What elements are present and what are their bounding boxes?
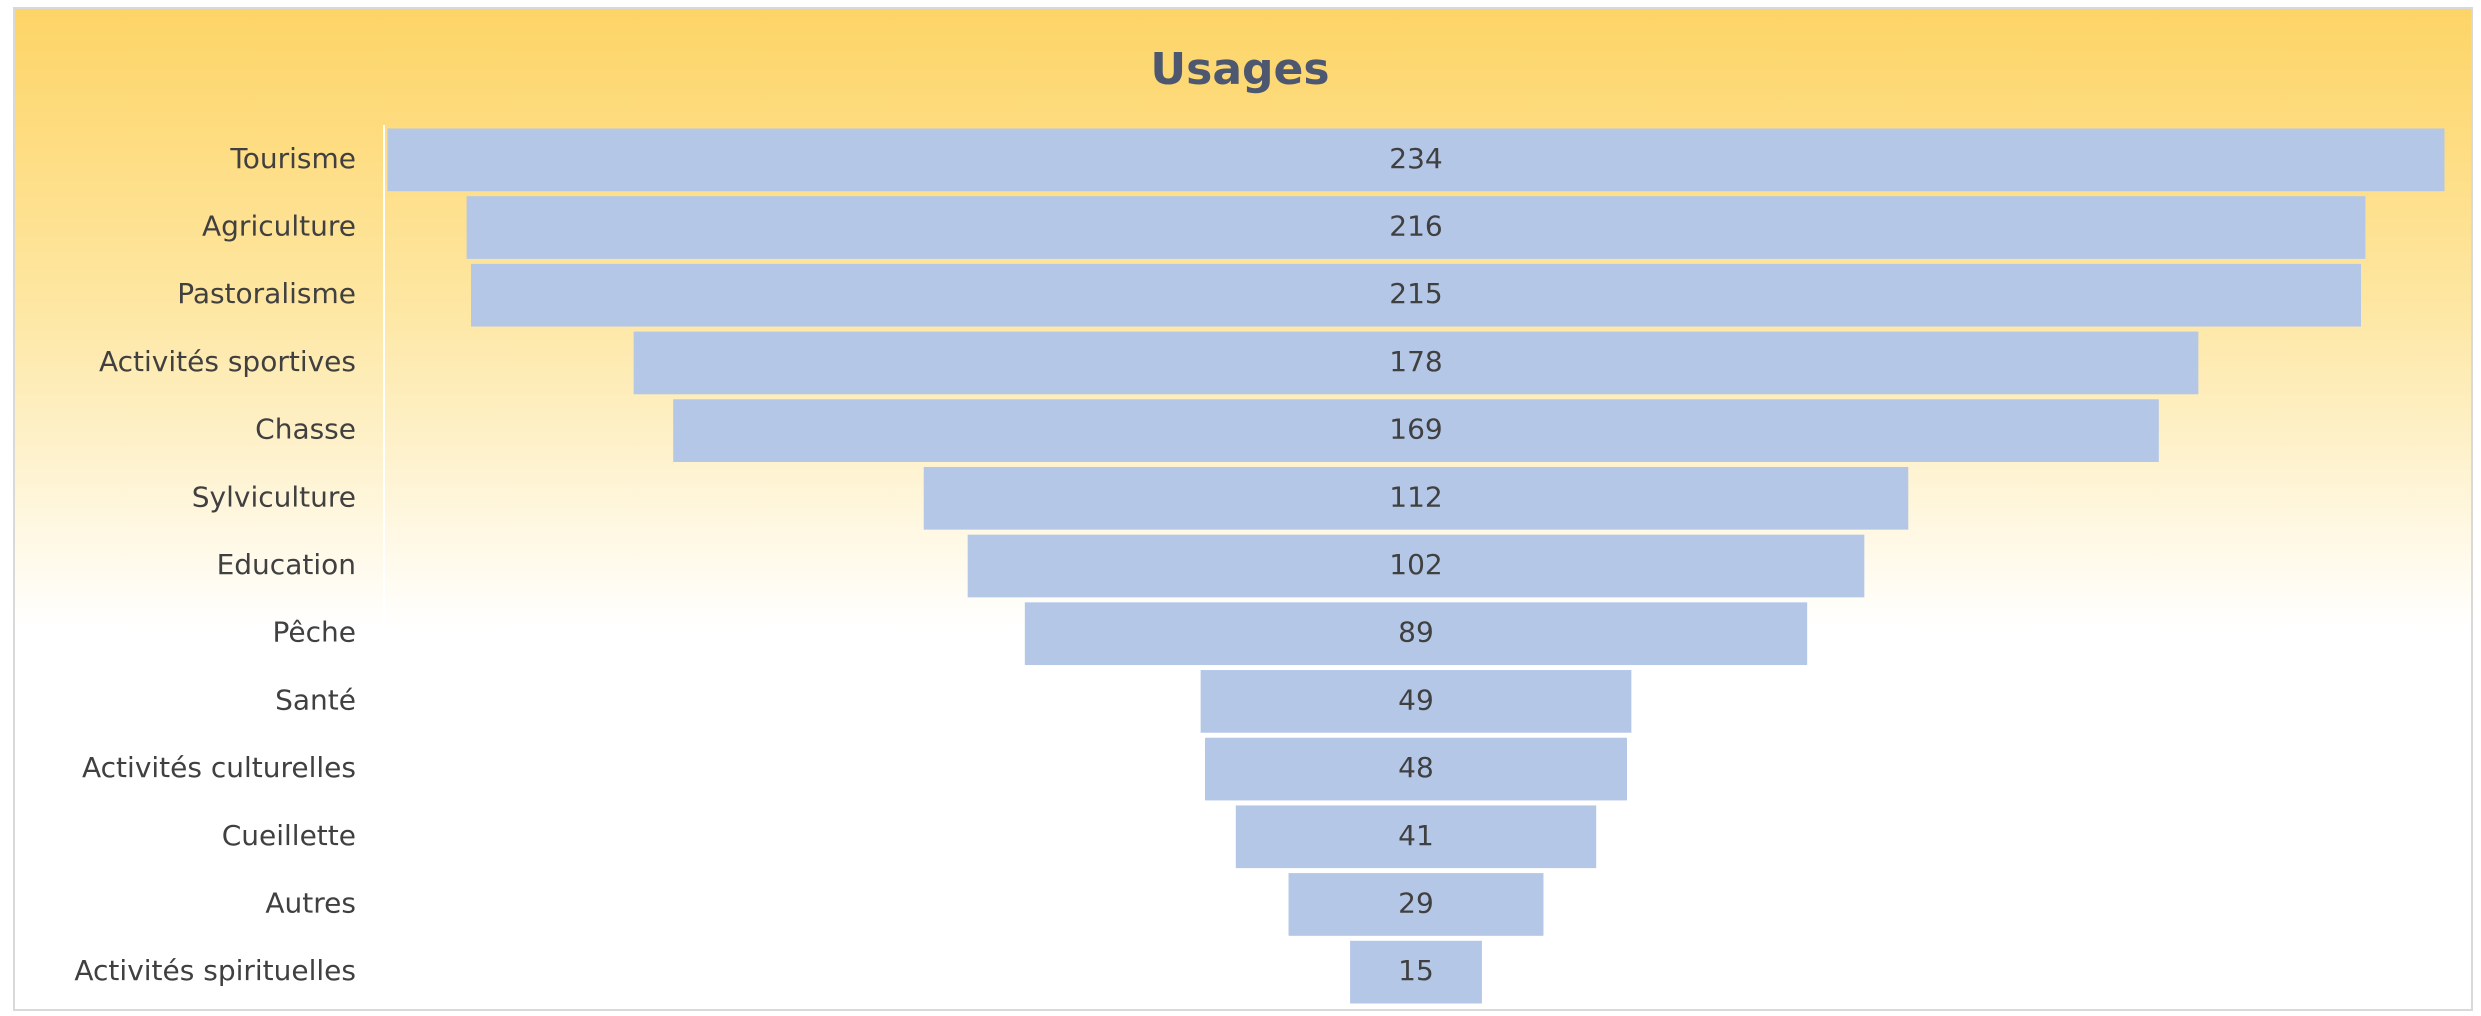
category-label: Chasse xyxy=(255,413,356,446)
funnel-bar xyxy=(1024,602,1808,666)
category-label: Cueillette xyxy=(222,819,356,852)
value-label: 89 xyxy=(1398,616,1434,649)
value-label: 216 xyxy=(1389,210,1442,243)
funnel-bar xyxy=(1205,737,1627,801)
value-label: 234 xyxy=(1389,142,1442,175)
category-label: Activités spirituelles xyxy=(74,954,356,987)
funnel-bar xyxy=(1350,940,1482,1004)
category-label: Pastoralisme xyxy=(177,277,356,310)
category-label: Tourisme xyxy=(229,142,356,175)
value-label: 15 xyxy=(1398,954,1434,987)
chart-title: Usages xyxy=(1150,44,1329,95)
funnel-bar xyxy=(673,399,2159,462)
funnel-bar xyxy=(1235,805,1597,869)
funnel-bar xyxy=(923,466,1909,530)
category-label: Activités culturelles xyxy=(82,751,356,784)
category-label: Education xyxy=(217,548,356,581)
funnel-bar xyxy=(633,331,2199,395)
funnel-bar xyxy=(387,128,2445,192)
category-label: Pêche xyxy=(273,616,356,649)
value-label: 178 xyxy=(1389,345,1442,378)
value-label: 215 xyxy=(1389,277,1442,310)
funnel-bar xyxy=(1288,873,1544,936)
value-label: 102 xyxy=(1389,548,1442,581)
value-label: 41 xyxy=(1398,819,1434,852)
category-label: Santé xyxy=(275,683,356,716)
value-label: 112 xyxy=(1389,480,1442,513)
value-label: 169 xyxy=(1389,413,1442,446)
funnel-bar xyxy=(466,196,2366,259)
funnel-bar xyxy=(471,263,2361,327)
value-label: 49 xyxy=(1398,683,1434,716)
value-label: 29 xyxy=(1398,886,1434,919)
value-label: 48 xyxy=(1398,751,1434,784)
category-label: Sylviculture xyxy=(192,480,356,513)
funnel-bar xyxy=(1200,670,1632,733)
funnel-bar xyxy=(967,534,1865,598)
category-label: Activités sportives xyxy=(99,345,356,378)
category-label: Agriculture xyxy=(202,210,356,243)
category-label: Autres xyxy=(265,886,356,919)
